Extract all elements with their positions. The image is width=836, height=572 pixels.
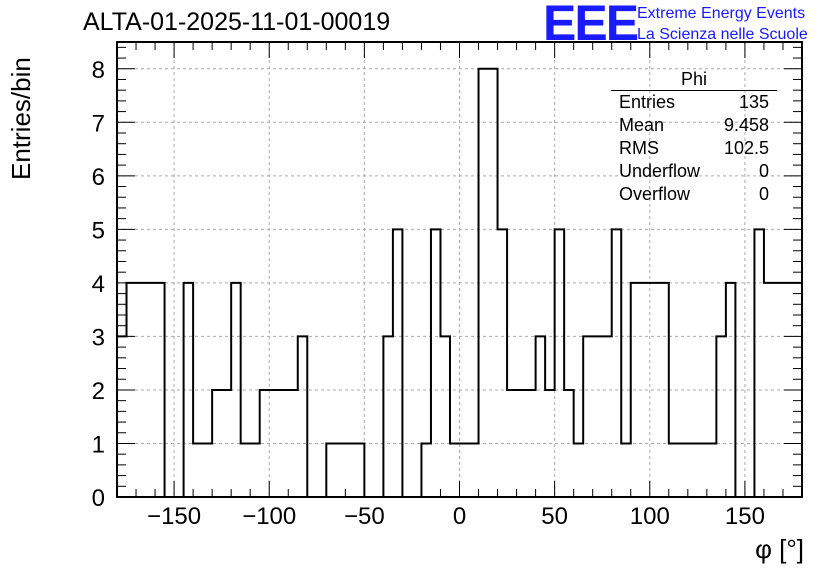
y-axis-label: Entries/bin xyxy=(6,57,36,180)
histogram-series xyxy=(117,67,802,498)
logo-caption: Extreme Energy Events La Scienza nelle S… xyxy=(637,3,808,45)
stats-label: RMS xyxy=(619,138,659,158)
x-tick-label: −150 xyxy=(147,503,201,530)
x-axis-label: φ [°] xyxy=(755,534,804,564)
y-tick-label: 8 xyxy=(92,57,105,84)
axes xyxy=(116,41,803,498)
stats-row: Underflow 0 xyxy=(611,160,777,183)
chart-title: ALTA-01-2025-11-01-00019 xyxy=(83,8,391,36)
eee-logo: EEE xyxy=(543,0,639,51)
stats-row: Entries 135 xyxy=(611,91,777,114)
stats-label: Underflow xyxy=(619,161,701,181)
x-tick-label: 0 xyxy=(453,503,466,530)
y-tick-label: 4 xyxy=(92,271,105,298)
stats-box: Phi Entries 135 Mean 9.458 RMS 102.5 Underflow… xyxy=(611,68,777,206)
y-tick-label: 7 xyxy=(92,110,105,137)
stats-value: 0 xyxy=(758,184,769,204)
stats-value: 0 xyxy=(758,161,769,181)
stats-label: Overflow xyxy=(619,184,691,204)
tick-labels: −150 −100 −50 0 50 100 150 0 1 2 3 4 5 6 7 8 xyxy=(92,57,765,530)
stats-title: Phi xyxy=(611,68,777,91)
stats-value: 9.458 xyxy=(723,115,769,135)
x-tick-label: 150 xyxy=(725,503,765,530)
y-tick-label: 2 xyxy=(92,378,105,405)
stats-value: 102.5 xyxy=(723,138,769,158)
stats-label: Entries xyxy=(619,92,676,112)
x-tick-label: −100 xyxy=(242,503,296,530)
x-tick-label: −50 xyxy=(344,503,385,530)
x-tick-label: 50 xyxy=(541,503,568,530)
y-tick-label: 0 xyxy=(92,485,105,512)
y-tick-label: 1 xyxy=(92,431,105,458)
stats-value: 135 xyxy=(738,92,769,112)
logo-line-1: Extreme Energy Events xyxy=(637,5,806,22)
y-tick-label: 3 xyxy=(92,324,105,351)
histogram-line xyxy=(117,67,802,498)
x-tick-label: 100 xyxy=(630,503,670,530)
stats-row: Overflow 0 xyxy=(611,183,777,206)
stats-row: Mean 9.458 xyxy=(611,114,777,137)
stats-row: RMS 102.5 xyxy=(611,137,777,160)
stats-label: Mean xyxy=(619,115,665,135)
y-tick-label: 5 xyxy=(92,217,105,244)
y-tick-label: 6 xyxy=(92,164,105,191)
logo-line-2: La Scienza nelle Scuole xyxy=(637,26,808,43)
